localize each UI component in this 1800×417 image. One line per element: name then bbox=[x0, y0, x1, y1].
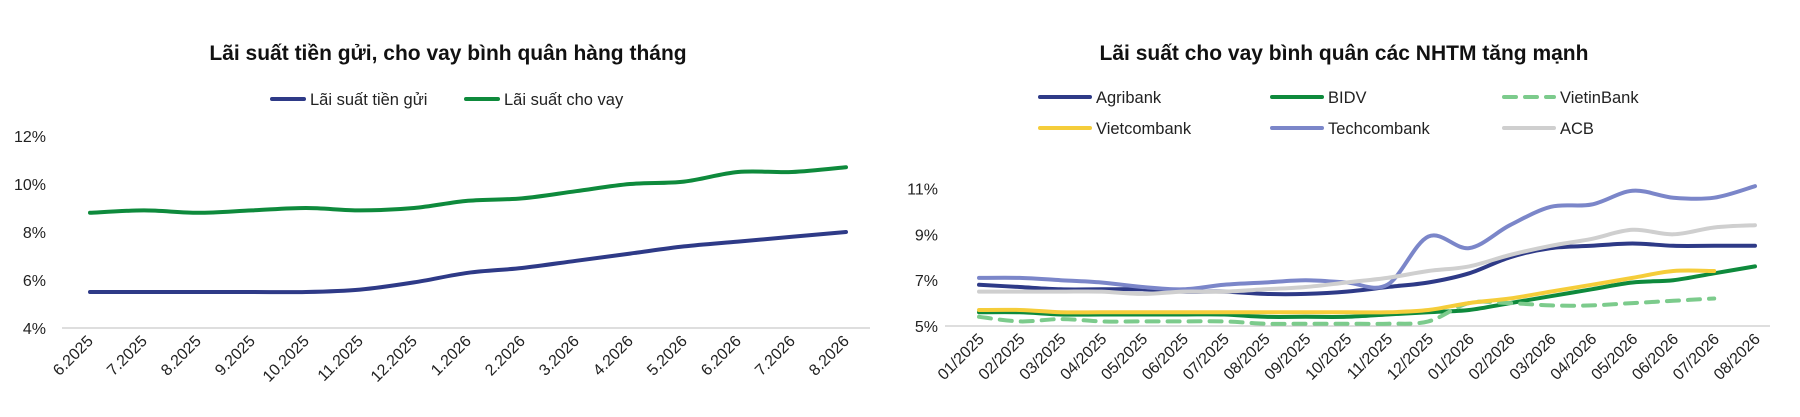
left-series-line-l-i-su-t-ti-n-g-i bbox=[88, 230, 848, 295]
right-y-tick-11: 11% bbox=[907, 182, 938, 199]
legend-label-acb: ACB bbox=[1560, 120, 1594, 138]
right-series-line-techcombank bbox=[977, 184, 1757, 292]
left-x-tick-8-2025: 8.2025 bbox=[158, 333, 205, 380]
legend-label-deposit: Lãi suất tiền gửi bbox=[310, 91, 427, 109]
right-x-tick-10-2025: 10/2025 bbox=[1303, 331, 1356, 384]
left-x-tick-9-2025: 9.2025 bbox=[212, 333, 259, 380]
legend-label-vietinbank: VietinBank bbox=[1560, 89, 1639, 107]
chart-right-x-ticks: 01/202502/202503/202504/202505/202506/20… bbox=[935, 331, 1764, 384]
left-x-tick-8-2026: 8.2026 bbox=[806, 333, 853, 380]
left-y-tick-6: 6% bbox=[23, 273, 46, 290]
chart-left-title: Lãi suất tiền gửi, cho vay bình quân hàn… bbox=[209, 42, 686, 65]
right-y-tick-7: 7% bbox=[915, 273, 938, 290]
left-x-tick-7-2025: 7.2025 bbox=[104, 333, 151, 380]
right-series-line-bidv bbox=[977, 264, 1757, 319]
chart-left-series bbox=[88, 165, 848, 295]
left-y-tick-8: 8% bbox=[23, 225, 46, 242]
left-y-tick-10: 10% bbox=[14, 177, 46, 194]
legend-label-lending: Lãi suất cho vay bbox=[504, 91, 624, 109]
chart-left-x-ticks: 6.2025 7.2025 8.2025 9.2025 10.2025 11.2025 12… bbox=[50, 333, 853, 386]
chart-right-series bbox=[977, 184, 1757, 326]
left-x-tick-10-2025: 10.2025 bbox=[260, 333, 313, 386]
legend-label-techcombank: Techcombank bbox=[1328, 120, 1431, 138]
left-y-tick-12: 12% bbox=[14, 129, 46, 146]
legend-label-bidv: BIDV bbox=[1328, 89, 1367, 107]
chart-right-y-ticks: 11% 9% 7% 5% bbox=[907, 182, 938, 337]
left-x-tick-7-2026: 7.2026 bbox=[752, 333, 799, 380]
chart-right: Lãi suất cho vay bình quân các NHTM tăng… bbox=[907, 42, 1770, 384]
chart-left: Lãi suất tiền gửi, cho vay bình quân hàn… bbox=[14, 42, 870, 386]
right-series-line-acb bbox=[977, 223, 1757, 296]
legend-label-agribank: Agribank bbox=[1096, 89, 1162, 107]
legend-label-vietcombank: Vietcombank bbox=[1096, 120, 1192, 138]
left-x-tick-5-2026: 5.2026 bbox=[644, 333, 691, 380]
right-y-tick-5: 5% bbox=[915, 319, 938, 336]
left-x-tick-12-2025: 12.2025 bbox=[368, 333, 421, 386]
left-x-tick-2-2026: 2.2026 bbox=[482, 333, 529, 380]
right-series-line-vietinbank bbox=[977, 296, 1717, 326]
left-x-tick-6-2025: 6.2025 bbox=[50, 333, 97, 380]
chart-right-legend: Agribank BIDV VietinBank Vietcombank Techcom… bbox=[1038, 89, 1639, 138]
left-x-tick-4-2026: 4.2026 bbox=[590, 333, 637, 380]
left-x-tick-11-2025: 11.2025 bbox=[315, 333, 367, 385]
left-x-tick-3-2026: 3.2026 bbox=[536, 333, 583, 380]
left-series-line-l-i-su-t-cho-vay bbox=[88, 165, 848, 215]
left-x-tick-1-2026: 1.2026 bbox=[428, 333, 475, 380]
chart-right-title: Lãi suất cho vay bình quân các NHTM tăng… bbox=[1100, 42, 1589, 65]
left-y-tick-4: 4% bbox=[23, 321, 46, 338]
chart-left-legend: Lãi suất tiền gửi Lãi suất cho vay bbox=[270, 91, 624, 109]
left-x-tick-6-2026: 6.2026 bbox=[698, 333, 745, 380]
right-series-line-vietcombank bbox=[977, 268, 1717, 315]
right-y-tick-9: 9% bbox=[915, 227, 938, 244]
right-series-line-agribank bbox=[977, 241, 1757, 297]
chart-left-y-ticks: 12% 10% 8% 6% 4% bbox=[14, 129, 46, 338]
